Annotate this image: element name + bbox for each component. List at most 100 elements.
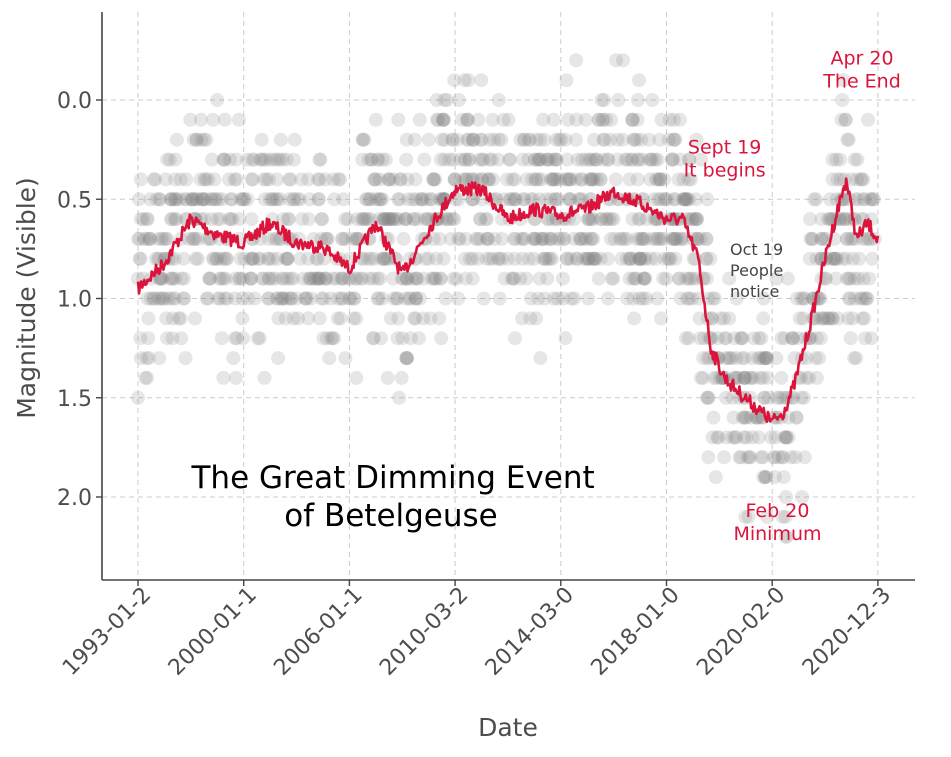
observation-point bbox=[823, 251, 838, 266]
observation-point bbox=[572, 231, 587, 246]
observation-point bbox=[333, 311, 348, 326]
observation-point bbox=[658, 192, 673, 207]
observation-point bbox=[527, 231, 542, 246]
observation-point bbox=[689, 132, 704, 147]
observation-point bbox=[779, 490, 793, 504]
observation-point bbox=[222, 212, 237, 227]
y-tick-label: 1.0 bbox=[57, 288, 92, 313]
observation-point bbox=[632, 251, 647, 266]
observation-point bbox=[312, 271, 327, 286]
observation-point bbox=[459, 112, 474, 127]
observation-point bbox=[754, 331, 769, 346]
observation-point bbox=[376, 212, 391, 227]
observation-point bbox=[825, 311, 840, 326]
observation-point bbox=[336, 271, 351, 286]
observation-point bbox=[527, 212, 542, 227]
observation-point bbox=[809, 311, 824, 326]
observation-point bbox=[543, 251, 558, 266]
observation-point bbox=[411, 331, 426, 346]
observation-point bbox=[334, 271, 349, 286]
observation-point bbox=[642, 152, 657, 167]
observation-point bbox=[158, 172, 173, 187]
observation-point bbox=[164, 192, 179, 207]
annotation: Sept 19 It begins bbox=[684, 137, 766, 182]
observation-point bbox=[155, 271, 169, 286]
observation-point bbox=[693, 231, 708, 246]
observation-point bbox=[141, 311, 156, 326]
observation-point bbox=[736, 410, 750, 425]
observation-point bbox=[790, 291, 804, 306]
observation-point bbox=[377, 212, 392, 227]
observation-point bbox=[164, 271, 179, 286]
observation-point bbox=[210, 212, 225, 227]
observation-point bbox=[159, 291, 174, 306]
observation-point bbox=[547, 172, 561, 187]
observation-point bbox=[775, 450, 790, 465]
observation-point bbox=[785, 331, 799, 346]
observation-point bbox=[474, 73, 489, 88]
observation-point bbox=[301, 212, 316, 227]
observation-point bbox=[809, 331, 824, 346]
observation-point bbox=[805, 231, 819, 246]
observation-point bbox=[749, 410, 764, 425]
observation-point bbox=[557, 231, 572, 246]
observation-point bbox=[843, 331, 858, 346]
observation-point bbox=[826, 251, 841, 266]
observation-point bbox=[363, 251, 378, 266]
observation-point bbox=[593, 251, 608, 266]
observation-point bbox=[168, 172, 183, 187]
observation-point bbox=[524, 172, 539, 187]
observation-point bbox=[167, 192, 182, 207]
observation-point bbox=[347, 291, 362, 306]
observation-point bbox=[272, 192, 287, 207]
observation-point bbox=[505, 172, 520, 187]
observation-point bbox=[683, 271, 698, 286]
observation-point bbox=[164, 192, 179, 207]
observation-point bbox=[381, 172, 396, 187]
observation-point bbox=[400, 172, 415, 187]
observation-point bbox=[563, 172, 578, 187]
observation-point bbox=[814, 231, 829, 246]
observation-point bbox=[843, 271, 858, 286]
observation-point bbox=[392, 192, 407, 207]
observation-point bbox=[847, 152, 862, 167]
observation-point bbox=[523, 192, 538, 207]
observation-point bbox=[689, 192, 703, 207]
observation-point bbox=[680, 291, 695, 306]
observation-point bbox=[418, 251, 433, 266]
observation-point bbox=[330, 311, 345, 326]
observation-point bbox=[439, 212, 454, 227]
observation-point bbox=[830, 172, 845, 187]
observation-point bbox=[408, 271, 423, 286]
observation-point bbox=[272, 152, 287, 167]
observation-point bbox=[237, 192, 251, 207]
observation-point bbox=[270, 291, 285, 306]
observation-point bbox=[521, 152, 536, 167]
observation-point bbox=[340, 212, 355, 227]
observation-point bbox=[280, 212, 295, 227]
observation-point bbox=[382, 212, 397, 227]
observation-point bbox=[690, 212, 705, 227]
observation-point bbox=[550, 172, 565, 187]
observation-point bbox=[622, 251, 637, 266]
annotations: Sept 19 It begins Oct 19 People notice Feb 20… bbox=[684, 47, 901, 545]
observation-point bbox=[405, 192, 420, 207]
observation-point bbox=[529, 132, 544, 147]
observation-point bbox=[226, 351, 241, 366]
observation-point bbox=[208, 192, 223, 207]
observation-point bbox=[864, 192, 879, 207]
observation-point bbox=[235, 271, 250, 286]
observation-point bbox=[342, 291, 357, 306]
observation-point bbox=[755, 450, 770, 465]
observation-point bbox=[746, 331, 761, 346]
observation-point bbox=[474, 172, 489, 187]
observation-point bbox=[795, 490, 809, 504]
observation-point bbox=[822, 311, 837, 326]
observation-point bbox=[274, 291, 289, 306]
observation-point bbox=[301, 172, 316, 187]
observation-point bbox=[265, 271, 280, 286]
observation-point bbox=[841, 291, 856, 306]
observation-point bbox=[676, 172, 691, 187]
observation-point bbox=[437, 132, 452, 147]
observation-point bbox=[847, 351, 862, 366]
